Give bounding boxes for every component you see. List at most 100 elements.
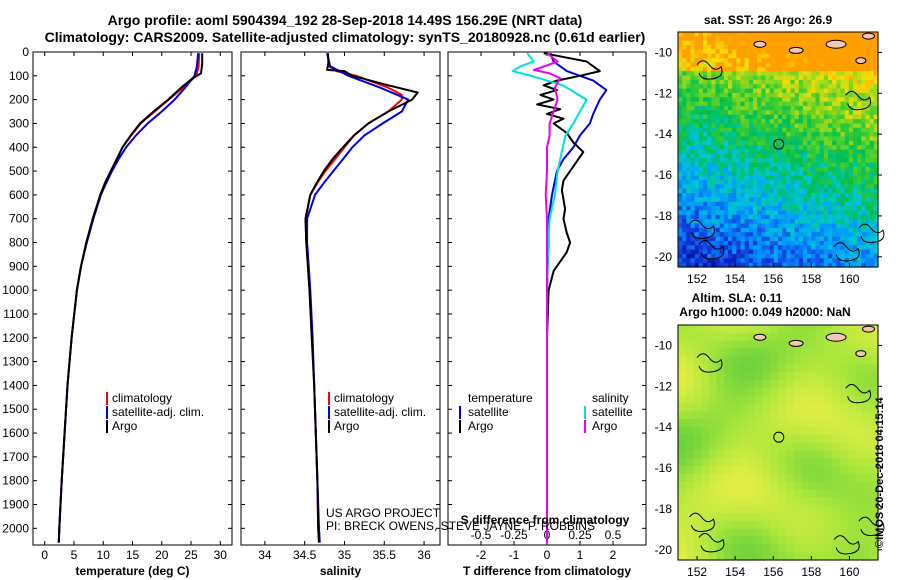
map-cell xyxy=(848,62,854,68)
map-cell xyxy=(807,206,812,212)
map-cell xyxy=(719,223,725,229)
map-cell xyxy=(853,79,858,85)
map-cell xyxy=(801,458,810,467)
map-cell xyxy=(744,175,750,181)
map-cell xyxy=(848,236,854,242)
map-cell xyxy=(790,153,796,159)
map-cell xyxy=(707,119,712,124)
map-cell xyxy=(778,395,787,404)
map-cell xyxy=(724,395,733,404)
map-cell xyxy=(836,79,842,85)
map-cell xyxy=(847,411,856,420)
map-cell xyxy=(853,110,858,116)
map-cell xyxy=(703,149,708,155)
map-cell xyxy=(844,197,850,203)
map-cell xyxy=(748,71,754,77)
map-cell xyxy=(757,223,762,229)
map-cell xyxy=(723,188,729,194)
map-cell xyxy=(865,262,871,268)
map-cell xyxy=(732,162,737,168)
map-cell xyxy=(728,32,733,37)
map-cell xyxy=(793,442,802,451)
map-cell xyxy=(761,179,767,185)
map-cell xyxy=(694,188,700,194)
map-cell xyxy=(819,166,825,172)
map-cell xyxy=(873,66,879,72)
map-cell xyxy=(762,552,771,561)
map-cell xyxy=(686,119,692,124)
map-cell xyxy=(773,153,779,159)
map-cell xyxy=(819,258,825,264)
map-cell xyxy=(836,75,842,81)
map-cell xyxy=(811,166,817,172)
map-frame xyxy=(677,324,879,561)
map-cell xyxy=(801,544,810,553)
map-cell xyxy=(831,387,841,397)
map-cell xyxy=(769,101,775,107)
map-cell xyxy=(870,544,879,553)
map-cell xyxy=(698,210,704,216)
map-cell xyxy=(862,426,871,436)
map-cell xyxy=(693,489,702,498)
map-cell xyxy=(786,32,792,37)
map-cell xyxy=(762,513,771,522)
x-axis-label: T difference from climatology xyxy=(463,564,631,578)
map-cell xyxy=(819,140,825,146)
map-cell xyxy=(782,119,787,124)
map-cell xyxy=(690,127,696,133)
sst-map: 152 154 156 158 160-10-12-14-16-18-20 xyxy=(655,31,885,286)
map-cell xyxy=(811,32,817,37)
map-cell xyxy=(862,544,871,553)
map-cell xyxy=(862,340,871,350)
map-cell xyxy=(748,92,754,98)
map-cell xyxy=(724,544,733,553)
map-cell xyxy=(678,340,687,350)
map-cell xyxy=(832,49,837,55)
map-cell xyxy=(707,253,712,259)
map-cell xyxy=(865,258,871,264)
map-cell xyxy=(694,140,700,146)
map-cell xyxy=(815,232,821,238)
map-cell xyxy=(848,262,854,268)
temperature-legend: climatology satellite-adj. clim. Argo xyxy=(106,391,204,433)
map-cell xyxy=(769,214,775,220)
map-cell xyxy=(854,395,864,404)
map-cell xyxy=(815,132,821,138)
map-cell xyxy=(770,403,779,412)
map-cell xyxy=(748,119,754,124)
map-cell xyxy=(740,110,746,116)
map-cell xyxy=(794,36,800,42)
map-cell xyxy=(757,240,762,246)
map-cell xyxy=(716,348,725,357)
map-cell xyxy=(848,149,854,155)
map-cell xyxy=(694,110,700,116)
map-cell xyxy=(698,232,704,238)
map-cell xyxy=(682,214,687,220)
map-cell xyxy=(719,62,725,68)
map-cell xyxy=(844,49,850,55)
map-cell xyxy=(724,356,733,365)
map-cell xyxy=(703,140,708,146)
map-cell xyxy=(823,227,829,233)
map-cell xyxy=(682,140,687,146)
map-cell xyxy=(744,62,750,68)
map-cell xyxy=(853,258,858,264)
map-cell xyxy=(828,66,833,72)
map-cell xyxy=(861,236,867,242)
map-cell xyxy=(793,356,802,365)
map-cell xyxy=(716,426,725,436)
map-cell xyxy=(854,426,864,436)
plot-frame xyxy=(240,51,441,546)
map-cell xyxy=(782,219,787,225)
map-cell xyxy=(854,481,864,491)
map-cell xyxy=(682,262,687,268)
map-cell xyxy=(765,123,771,129)
map-cell xyxy=(794,114,800,120)
map-cell xyxy=(862,552,871,561)
map-cell xyxy=(873,149,879,155)
map-cell xyxy=(715,158,721,164)
map-cell xyxy=(854,497,864,506)
map-cell xyxy=(707,84,712,90)
map-cell xyxy=(798,53,804,59)
map-cell xyxy=(690,110,696,116)
